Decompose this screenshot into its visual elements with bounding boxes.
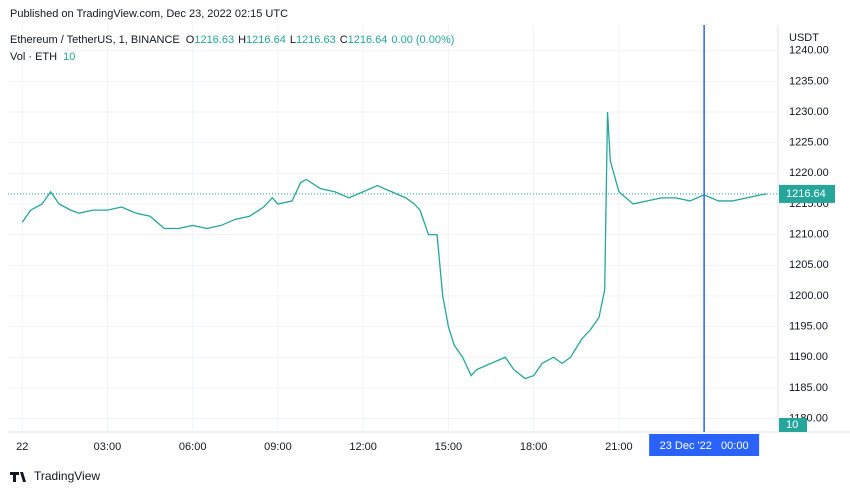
y-tick-label: 1190.00 [789,351,828,363]
ohlc-value: 1216.64 [246,34,286,46]
y-tick-label: 1220.00 [789,167,829,179]
x-tick-label: 03:00 [94,441,122,453]
y-tick-label: 1210.00 [789,229,829,241]
volume-last-label: 10 [786,419,798,431]
legend: Ethereum / TetherUS, 1, BINANCE O1216.63 H… [10,34,454,46]
crosshair-label: 23 Dec '22 00:00 [660,440,749,452]
y-tick-label: 1195.00 [789,320,828,332]
currency-label: USDT [789,32,819,44]
brand: TradingView [34,469,100,483]
ohlc-value: 1216.63 [296,34,336,46]
y-tick-label: 1185.00 [789,382,828,394]
ohlc-label: H [238,34,246,46]
ohlc-label: C [340,34,348,46]
last-price-box [779,184,835,203]
price-line [21,112,767,380]
change: 0.00 (0.00%) [391,34,454,46]
x-tick-label: 18:00 [520,441,548,453]
symbol: Ethereum / TetherUS, 1, BINANCE [10,34,180,46]
y-tick-label: 1230.00 [789,106,829,118]
x-tick-label: 22 [16,441,28,453]
x-tick-label: 12:00 [349,441,377,453]
crosshair-box [649,434,760,456]
last-price-label: 1216.64 [786,188,826,200]
volume-name: Vol · ETH [10,51,57,63]
y-tick-label: 1205.00 [789,259,829,271]
y-tick-label: 1240.00 [789,45,829,57]
brand-logo [10,472,26,482]
x-tick-label: 09:00 [264,441,292,453]
y-tick-label: 1200.00 [789,290,829,302]
volume-box [779,418,807,432]
volume-value: 10 [63,51,75,63]
y-tick-label: 1235.00 [789,75,829,87]
ohlc-value: 1216.64 [348,34,388,46]
x-tick-label: 21:00 [605,441,633,453]
y-tick-label: 1225.00 [789,137,829,149]
ohlc-label: L [290,34,296,46]
ohlc-value: 1216.63 [194,34,234,46]
published-note: Published on TradingView.com, Dec 23, 20… [10,8,288,20]
volume-legend: Vol · ETH 10 [10,51,75,63]
ohlc-label: O [186,34,195,46]
x-tick-label: 15:00 [435,441,463,453]
x-tick-label: 06:00 [179,441,207,453]
